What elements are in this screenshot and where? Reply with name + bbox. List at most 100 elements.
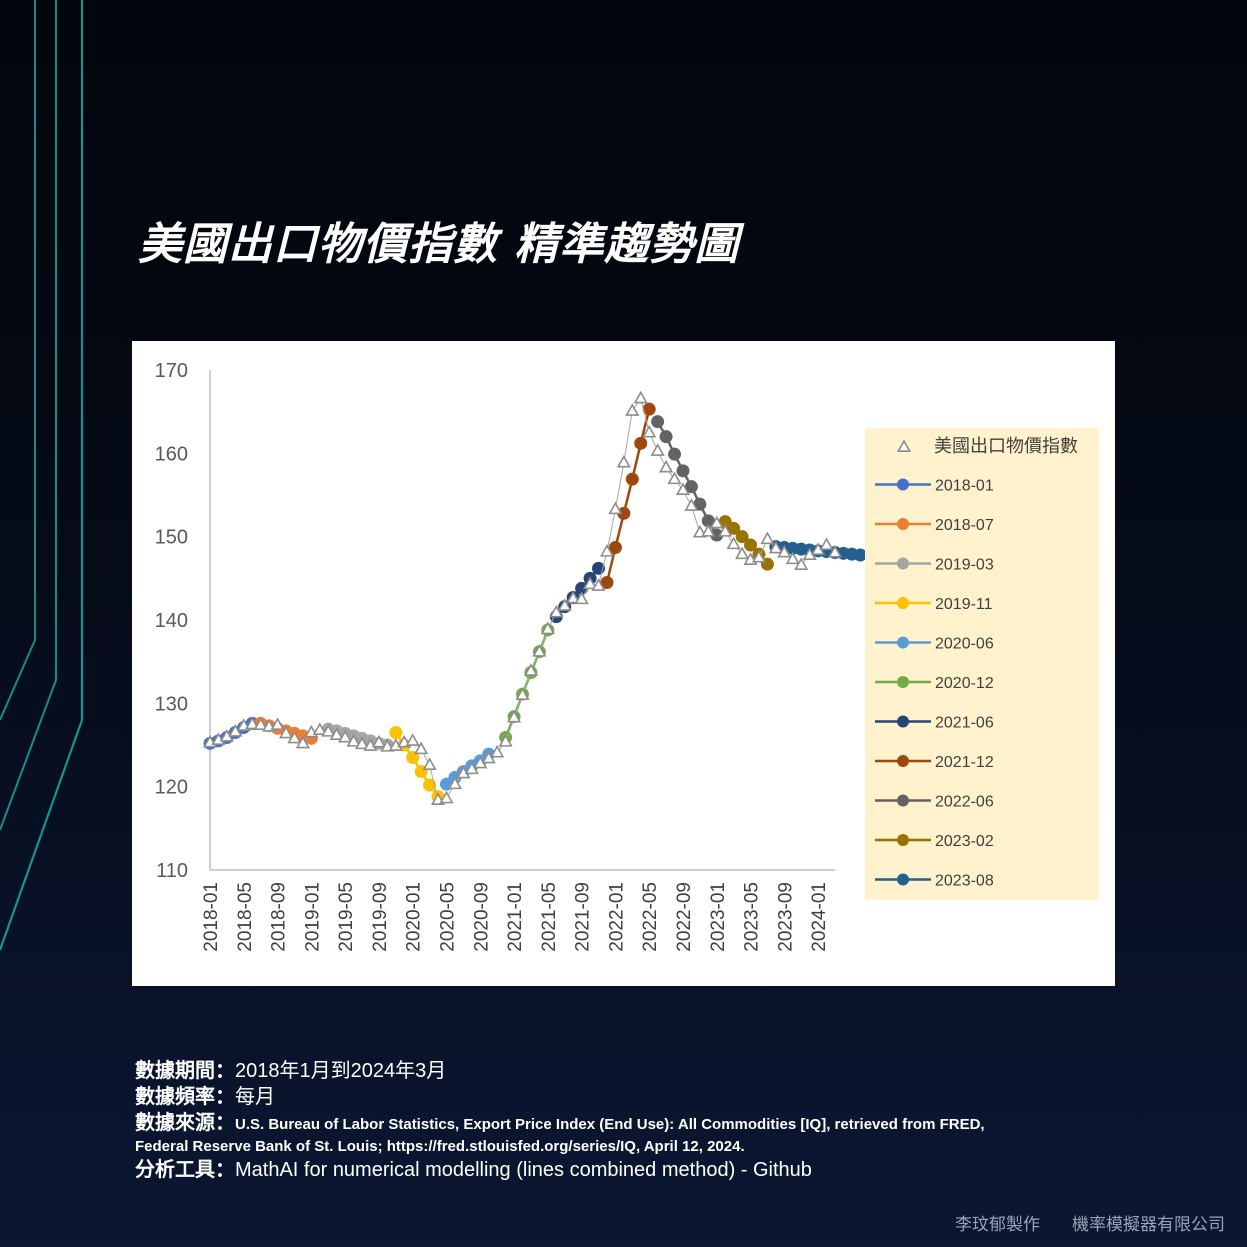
actual-point [422, 757, 437, 771]
actual-point [540, 621, 555, 635]
actual-point [718, 524, 733, 537]
actual-point [346, 734, 361, 747]
actual-point [439, 790, 454, 804]
legend-marker [897, 715, 909, 728]
actual-point [684, 498, 699, 511]
actual-point [819, 537, 834, 550]
actual-point [735, 546, 750, 560]
x-tick-label: 2019-05 [336, 882, 357, 952]
info-source-key: 數據來源： [135, 1112, 235, 1134]
series-point [710, 528, 724, 542]
y-tick-label: 150 [155, 527, 188, 549]
y-tick-label: 170 [155, 360, 188, 382]
actual-point [490, 744, 505, 758]
actual-point [633, 390, 648, 404]
actual-point [532, 644, 547, 657]
footer-author: 李玟郁製作 [955, 1215, 1040, 1234]
series-point [701, 514, 715, 528]
legend-label: 2019-03 [935, 557, 994, 574]
y-tick-label: 130 [155, 693, 188, 715]
series-point [684, 480, 698, 494]
series-point [676, 464, 690, 478]
legend-marker [897, 636, 909, 649]
info-period: 數據期間：2018年1月到2024年3月 [135, 1058, 1135, 1084]
x-tick-label: 2019-01 [302, 882, 323, 952]
actual-point [498, 734, 513, 747]
actual-point [768, 540, 783, 554]
actual-point [667, 471, 682, 485]
x-tick-label: 2019-09 [370, 882, 391, 952]
legend-label-actual: 美國出口物價指數 [934, 436, 1078, 457]
x-tick-label: 2023-01 [708, 882, 729, 952]
actual-point [608, 501, 623, 515]
series-2021-12 [600, 402, 656, 589]
legend-marker [897, 597, 909, 609]
info-period-key: 數據期間： [135, 1060, 235, 1082]
actual-point [675, 482, 691, 495]
y-tick-label: 110 [156, 860, 188, 882]
actual-point [599, 544, 615, 557]
series-point [642, 402, 656, 416]
actual-point [523, 663, 539, 676]
legend-label: 2021-12 [935, 754, 994, 771]
legend-marker [897, 873, 909, 886]
legend-label: 2021-06 [935, 715, 994, 732]
info-tool: 分析工具：MathAI for numerical modelling (lin… [135, 1157, 1135, 1183]
x-tick-label: 2020-01 [404, 882, 425, 952]
series-point [744, 538, 758, 552]
x-tick-label: 2022-01 [606, 882, 627, 952]
actual-point [245, 716, 260, 730]
actual-point [701, 524, 716, 537]
legend-marker [897, 755, 909, 767]
actual-point [591, 578, 606, 591]
actual-point [650, 443, 665, 456]
legend-label: 2023-02 [935, 833, 994, 850]
actual-point [760, 531, 775, 545]
series-point [693, 497, 707, 511]
actual-point [278, 725, 294, 739]
info-source-value-1: U.S. Bureau of Labor Statistics, Export … [235, 1116, 985, 1133]
series-point [668, 447, 682, 461]
x-tick-label: 2021-05 [539, 882, 560, 952]
x-tick-labels: 2018-01 2018-05 2018-09 2019-01 2019-05 2019-… [201, 882, 830, 952]
series-point [625, 472, 639, 486]
actual-point [659, 459, 674, 473]
actual-point [295, 735, 310, 749]
legend-marker-actual [896, 439, 912, 452]
legend-label: 2018-07 [935, 517, 994, 534]
actual-point [785, 551, 800, 565]
legend: 美國出口物價指數 2018-01 2018-07 2019-03 2019-11 2020… [865, 428, 1099, 900]
series-point [389, 726, 403, 739]
legend-label: 2020-06 [935, 636, 994, 653]
legend-label: 2023-08 [935, 873, 994, 890]
actual-point [253, 717, 268, 731]
decorative-side-lines [0, 0, 84, 951]
series-2022-06 [651, 415, 724, 542]
info-frequency-key: 數據頻率： [135, 1086, 235, 1108]
series-point [727, 521, 741, 535]
actual-point [549, 604, 564, 618]
actual-point [405, 733, 420, 746]
legend-marker [897, 557, 909, 570]
x-tick-label: 2022-05 [640, 882, 661, 952]
actual-point [515, 687, 530, 701]
actual-point [642, 424, 657, 438]
actual-point [371, 734, 386, 748]
actual-point [751, 549, 767, 563]
actual-point [329, 727, 344, 741]
actual-point [312, 722, 327, 736]
series-point [423, 778, 437, 792]
legend-marker [897, 478, 909, 491]
legend-label: 2019-11 [935, 596, 993, 613]
x-tick-label: 2021-09 [573, 882, 594, 952]
actual-point [827, 544, 843, 558]
y-tick-label: 140 [155, 610, 188, 632]
legend-label: 2020-12 [935, 675, 994, 692]
legend-marker [897, 794, 909, 807]
x-tick-label: 2018-05 [235, 882, 256, 952]
x-tick-label: 2023-09 [775, 882, 796, 952]
actual-series-layer [202, 390, 843, 806]
series-point [659, 430, 673, 444]
footer: 李玟郁製作 機率模擬器有限公司 [955, 1210, 1225, 1235]
